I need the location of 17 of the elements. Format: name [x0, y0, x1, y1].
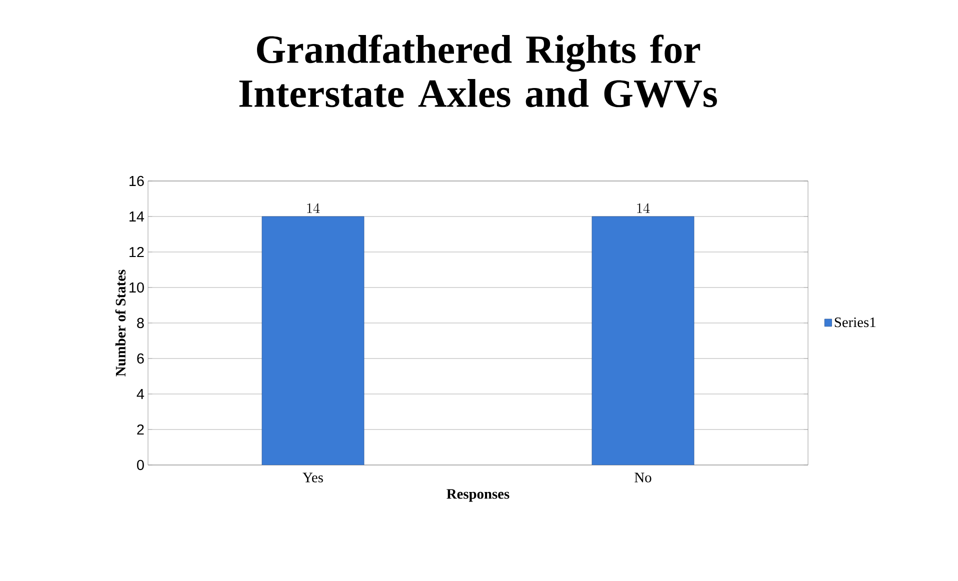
- chart-title: Grandfathered Rights for Interstate Axles and GWVs: [239, 34, 717, 108]
- data-label: 14: [637, 203, 650, 213]
- y-tick-label: 8: [137, 318, 144, 328]
- x-tick-label: No: [634, 472, 652, 482]
- y-tick-label: 6: [137, 353, 144, 364]
- y-tick-label: 0: [137, 460, 144, 470]
- y-tick-label: 10: [130, 282, 144, 293]
- y-tick-label: 4: [136, 389, 144, 399]
- x-tick-label: Yes: [302, 472, 323, 482]
- y-tick-label: 12: [130, 246, 144, 258]
- y-tick-label: 16: [130, 176, 144, 186]
- y-tick-label: 2: [137, 424, 144, 435]
- data-label: 14: [307, 203, 320, 213]
- y-axis-title: Number of States: [115, 270, 126, 376]
- y-tick-label: 14: [130, 212, 144, 222]
- x-axis-title: Responses: [446, 489, 510, 502]
- legend-label: Series1: [834, 317, 876, 328]
